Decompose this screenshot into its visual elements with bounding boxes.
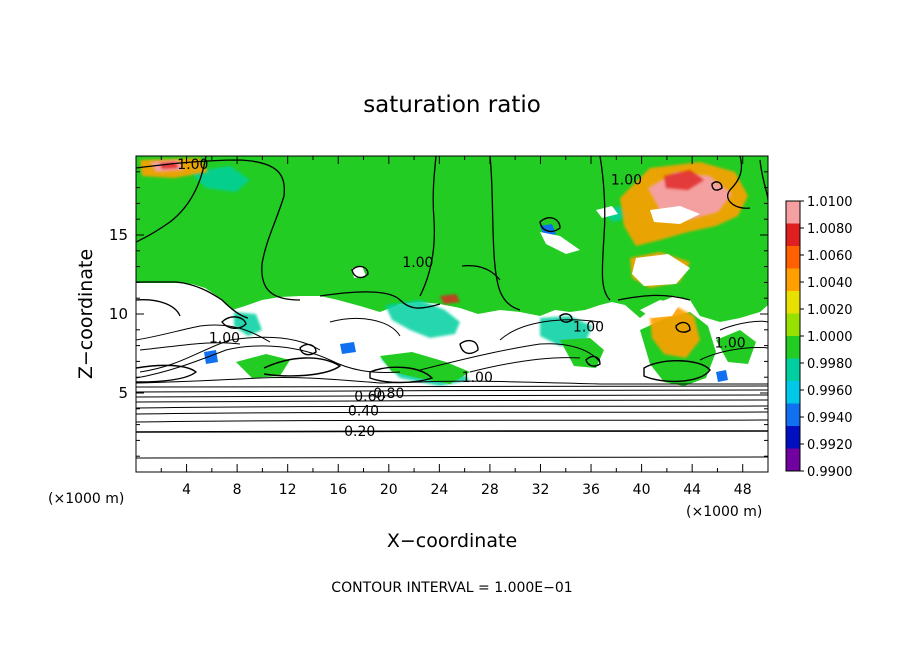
colorbar-label-0: 1.0100	[807, 195, 853, 210]
x-tick-label-11: 48	[734, 482, 752, 498]
contour-label-0: 1.00	[177, 157, 208, 173]
colorbar-swatch-1	[786, 223, 800, 247]
field-region-0-9940	[204, 224, 728, 382]
colorbar-swatch-11	[786, 448, 800, 472]
colorbar-label-3: 1.0040	[807, 276, 853, 291]
x-unit-note-left: (×1000 m)	[48, 491, 124, 507]
y-tick-label-2: 15	[109, 226, 128, 244]
x-tick-label-2: 12	[279, 482, 297, 498]
colorbar-label-10: 0.9900	[807, 465, 853, 480]
y-axis-label: Z−coordinate	[75, 249, 97, 379]
colorbar-swatch-2	[786, 246, 800, 269]
field-region-unsaturated-holes	[352, 206, 700, 318]
colorbar-label-2: 1.0060	[807, 249, 853, 264]
y-tick-label-0: 5	[118, 384, 128, 402]
contour-label-6: 1.00	[714, 335, 745, 351]
colorbar-swatch-3	[786, 268, 800, 292]
field-region-1-0000	[136, 156, 768, 322]
x-tick-label-10: 44	[683, 482, 701, 498]
contour-label-7: 0.80	[373, 386, 404, 402]
contour-label-4: 1.00	[573, 320, 604, 336]
contour-label-2: 1.00	[402, 255, 433, 271]
contour-lines-1-00	[136, 156, 768, 319]
x-tick-label-9: 40	[633, 482, 651, 498]
colorbar-label-6: 0.9980	[807, 357, 853, 372]
colorbar-label-7: 0.9960	[807, 384, 853, 399]
contour-label-10: 0.20	[344, 424, 375, 440]
contour-label-5: 1.00	[462, 370, 493, 386]
colorbar-swatch-10	[786, 426, 800, 449]
colorbar-swatch-7	[786, 358, 800, 382]
x-tick-label-7: 32	[532, 482, 550, 498]
x-tick-label-8: 36	[582, 482, 600, 498]
contour-label-1: 1.00	[611, 173, 642, 189]
y-axis: 5 10 15	[109, 171, 768, 457]
x-tick-label-1: 8	[233, 482, 242, 498]
contour-cells	[136, 181, 723, 384]
chart-title: saturation ratio	[363, 92, 541, 118]
colorbar-label-8: 0.9940	[807, 411, 853, 426]
contour-label-9: 0.40	[348, 403, 379, 419]
colorbar-swatch-8	[786, 381, 800, 404]
contour-label-3: 1.00	[209, 331, 240, 347]
x-tick-label-6: 28	[481, 482, 499, 498]
colorbar-swatch-5	[786, 313, 800, 337]
colorbar-swatch-0	[786, 201, 800, 224]
colorbar: 1.0100 1.0080 1.0060 1.0040 1.0020 1.0000 0.99…	[785, 195, 853, 480]
x-axis: 4 8 12 16 20 24 28 32 36 40 44 48	[160, 156, 752, 498]
colorbar-label-1: 1.0080	[807, 222, 853, 237]
x-tick-label-5: 24	[430, 482, 448, 498]
x-tick-label-0: 4	[182, 482, 191, 498]
colorbar-swatch-4	[786, 291, 800, 314]
y-tick-label-1: 10	[109, 305, 128, 323]
colorbar-swatch-9	[786, 403, 800, 427]
contour-interval-footer: CONTOUR INTERVAL = 1.000E−01	[331, 580, 572, 596]
x-tick-label-4: 20	[380, 482, 398, 498]
contour-labels: 1.00 1.00 1.00 1.00 1.00 1.00 1.00 0.800.600.40…	[177, 157, 745, 440]
colorbar-label-5: 1.0000	[807, 330, 853, 345]
colorbar-label-9: 0.9920	[807, 438, 853, 453]
x-unit-note-right: (×1000 m)	[686, 504, 762, 520]
contour-lines	[136, 318, 768, 459]
x-axis-label: X−coordinate	[387, 530, 517, 552]
colorbar-swatch-6	[786, 336, 800, 359]
contour-label-8: 0.60	[354, 389, 385, 405]
x-tick-label-3: 16	[329, 482, 347, 498]
plot-area: 1.00 1.00 1.00 1.00 1.00 1.00 1.00 0.800.600.40…	[136, 156, 768, 472]
colorbar-label-4: 1.0020	[807, 303, 853, 318]
